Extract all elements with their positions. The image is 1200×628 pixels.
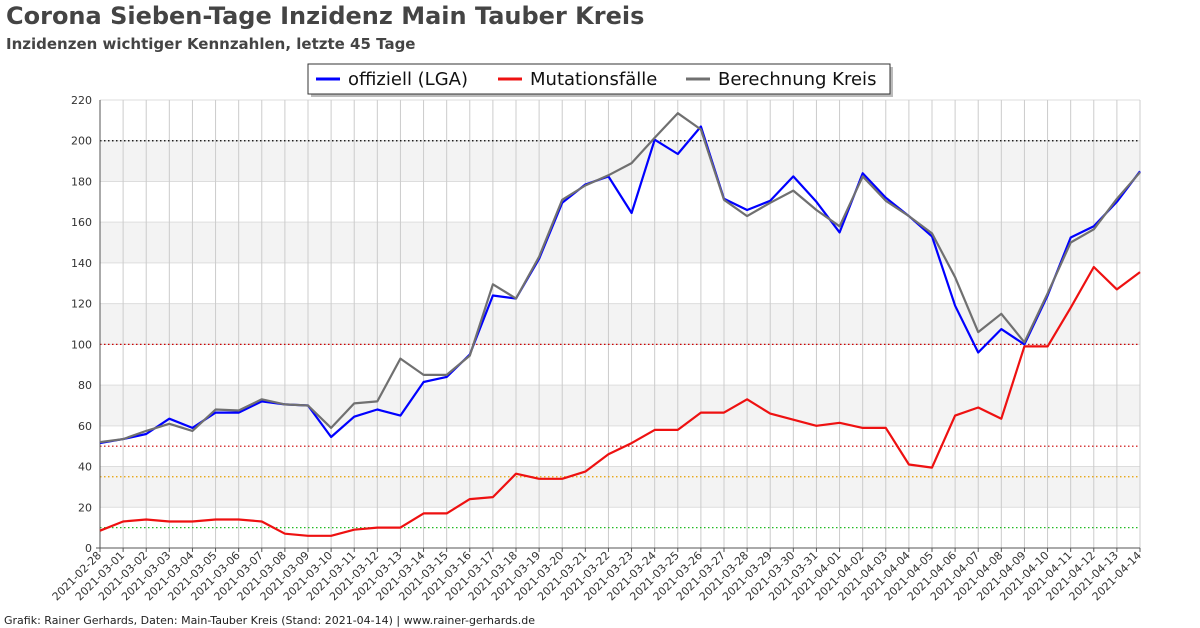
y-tick-label: 0	[85, 542, 92, 555]
y-tick-label: 20	[78, 501, 92, 514]
y-tick-label: 80	[78, 379, 92, 392]
legend-label: Berechnung Kreis	[718, 69, 876, 90]
y-tick-label: 120	[71, 298, 92, 311]
y-tick-label: 200	[71, 135, 92, 148]
x-tick-labels: 2021-02-282021-03-012021-03-022021-03-03…	[50, 548, 1144, 603]
y-tick-labels: 0 20 40 60 80 100 120 140 160 180 200 220	[71, 94, 92, 555]
y-tick-label: 40	[78, 461, 92, 474]
plot-band	[100, 140, 1140, 182]
y-tick-label: 220	[71, 94, 92, 107]
grid-lines	[99, 99, 1141, 549]
chart-subtitle: Inzidenzen wichtiger Kennzahlen, letzte …	[6, 35, 416, 53]
y-tick-label: 140	[71, 257, 92, 270]
legend: offiziell (LGA) Mutationsfälle Berechnung …	[307, 63, 893, 97]
y-tick-label: 180	[71, 175, 92, 188]
axes	[96, 100, 1140, 552]
source-footer: Grafik: Rainer Gerhards, Daten: Main-Tau…	[4, 614, 536, 627]
plot-band	[100, 385, 1140, 426]
y-tick-label: 160	[71, 216, 92, 229]
plot-band	[100, 222, 1140, 263]
chart-title: Corona Sieben-Tage Inzidenz Main Tauber …	[6, 2, 645, 30]
legend-box	[307, 63, 891, 95]
series-lines	[99, 112, 1141, 537]
series-line-2	[99, 112, 1141, 444]
plot-band	[100, 466, 1140, 508]
plot-background-bands	[100, 140, 1140, 508]
y-tick-label: 60	[78, 420, 92, 433]
legend-label: offiziell (LGA)	[348, 69, 468, 90]
series-line-1	[99, 265, 1141, 537]
y-tick-label: 100	[71, 338, 92, 351]
legend-label: Mutationsfälle	[530, 69, 657, 90]
plot-band	[100, 303, 1140, 345]
